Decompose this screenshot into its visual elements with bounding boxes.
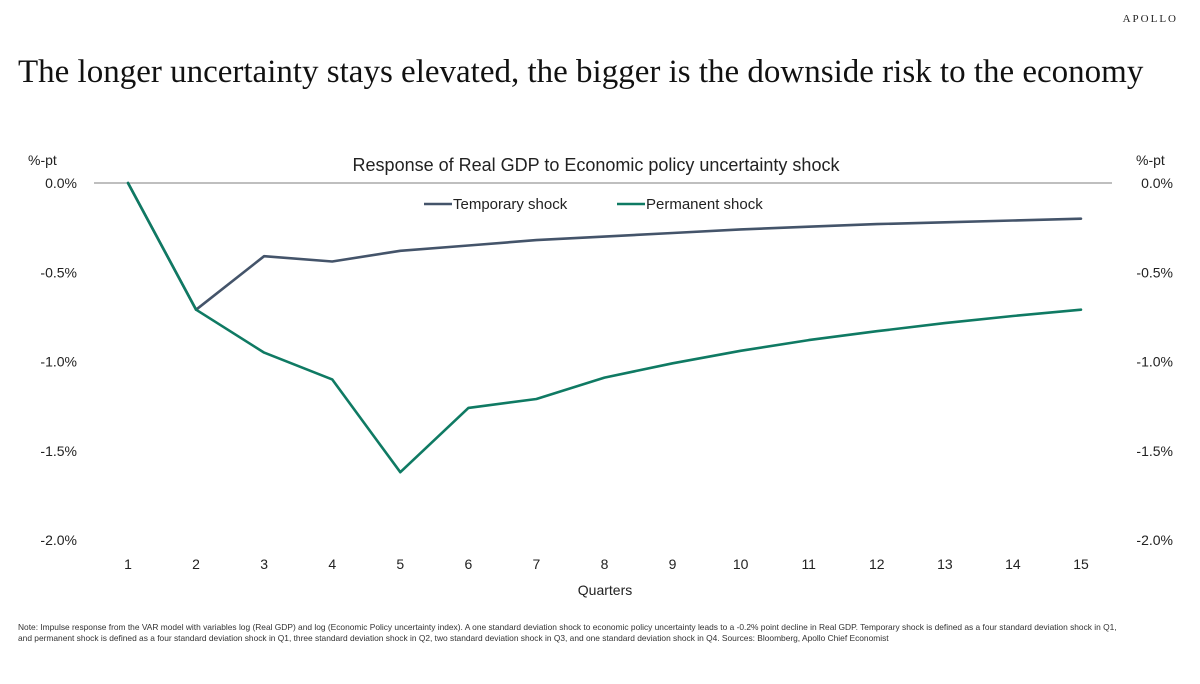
y-tick-label-left: -2.0% (40, 532, 77, 548)
y-tick-label-right: 0.0% (1141, 175, 1173, 191)
y-tick-label-left: -0.5% (40, 264, 77, 280)
page-headline: The longer uncertainty stays elevated, t… (18, 54, 1144, 90)
y-axis-label-left: %-pt (28, 152, 57, 168)
series-line-temporary-shock (126, 181, 1083, 312)
x-tick-label: 4 (328, 556, 336, 572)
y-tick-label-right: -2.0% (1136, 532, 1173, 548)
x-tick-label: 14 (1005, 556, 1021, 572)
footnote: Note: Impulse response from the VAR mode… (18, 622, 1117, 643)
legend-label-temporary-shock: Temporary shock (453, 196, 568, 213)
x-tick-label: 5 (396, 556, 404, 572)
brand-logo: APOLLO (1122, 13, 1178, 25)
y-axis-label-right: %-pt (1136, 152, 1165, 168)
x-tick-label: 9 (669, 556, 677, 572)
x-tick-label: 7 (533, 556, 541, 572)
x-tick-label: 6 (464, 556, 472, 572)
x-tick-label: 11 (801, 556, 816, 572)
x-tick-label: 1 (124, 556, 132, 572)
chart-title: Response of Real GDP to Economic policy … (353, 155, 841, 175)
x-axis-title: Quarters (578, 582, 632, 598)
y-tick-label-left: 0.0% (45, 175, 77, 191)
x-tick-label: 13 (937, 556, 953, 572)
series-line-permanent-shock (126, 181, 1083, 474)
y-tick-label-right: -1.5% (1136, 443, 1173, 459)
x-tick-label: 10 (733, 556, 749, 572)
legend-label-permanent-shock: Permanent shock (646, 196, 763, 213)
x-tick-label: 12 (869, 556, 885, 572)
x-tick-label: 8 (601, 556, 609, 572)
x-tick-label: 15 (1073, 556, 1089, 572)
y-tick-label-right: -1.0% (1136, 354, 1173, 370)
x-tick-label: 2 (192, 556, 200, 572)
y-tick-label-left: -1.5% (40, 443, 77, 459)
x-tick-label: 3 (260, 556, 268, 572)
y-tick-label-right: -0.5% (1136, 264, 1173, 280)
y-tick-label-left: -1.0% (40, 354, 77, 370)
